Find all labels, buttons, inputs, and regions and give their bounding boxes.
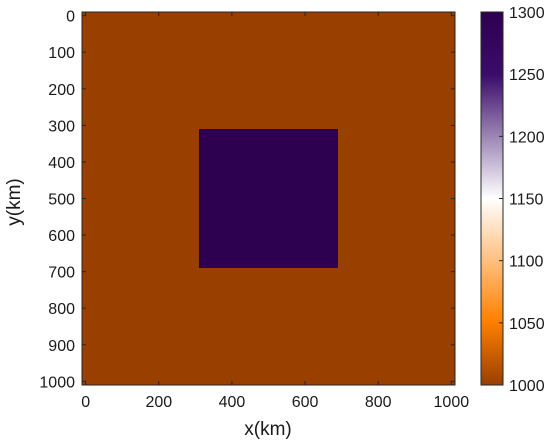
y-tick-label: 900 — [48, 338, 75, 355]
y-tick-label: 700 — [48, 265, 75, 282]
y-tick-label: 600 — [48, 228, 75, 245]
y-tick-label: 500 — [48, 192, 75, 209]
y-tick-label: 400 — [48, 155, 75, 172]
x-tick-label: 800 — [365, 394, 392, 411]
anomaly-block — [199, 129, 338, 268]
x-tick-label: 600 — [292, 394, 319, 411]
y-tick-label: 200 — [48, 82, 75, 99]
colorbar-tick-label: 1050 — [509, 316, 545, 333]
colorbar-tick-label: 1000 — [509, 378, 545, 395]
colorbar-tick-label: 1200 — [509, 129, 545, 146]
x-tick-label: 1000 — [434, 394, 470, 411]
x-tick-label: 400 — [219, 394, 246, 411]
y-tick-label: 0 — [66, 9, 75, 26]
colorbar-tick-label: 1250 — [509, 67, 545, 84]
x-tick-label: 0 — [81, 394, 90, 411]
colorbar-tick-label: 1300 — [509, 5, 545, 22]
y-tick-label: 800 — [48, 301, 75, 318]
colorbar-tick-label: 1100 — [509, 254, 544, 271]
x-axis-label: x(km) — [244, 419, 291, 440]
colorbar-tick-label: 1150 — [509, 192, 544, 209]
y-tick-label: 1000 — [39, 374, 75, 391]
colorbar — [481, 12, 503, 385]
y-tick-label: 100 — [48, 45, 75, 62]
y-axis-label: y(km) — [4, 178, 25, 225]
y-tick-label: 300 — [48, 118, 75, 135]
x-tick-label: 200 — [145, 394, 172, 411]
